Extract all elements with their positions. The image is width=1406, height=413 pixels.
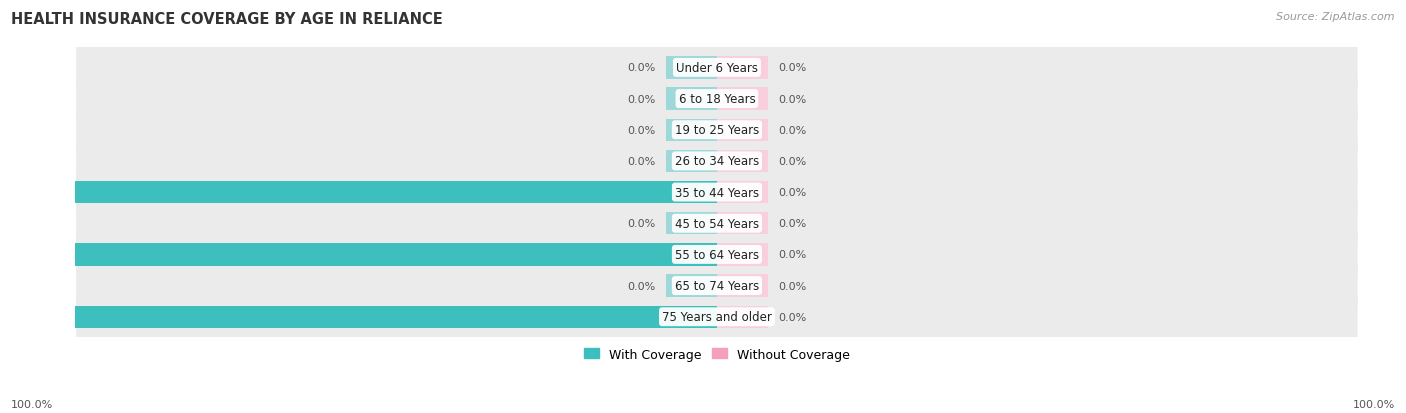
FancyBboxPatch shape: [76, 199, 1358, 249]
Text: 0.0%: 0.0%: [627, 94, 657, 104]
Bar: [717, 244, 768, 266]
FancyBboxPatch shape: [76, 230, 1358, 280]
Bar: [665, 275, 717, 297]
Bar: [717, 275, 768, 297]
Text: 0.0%: 0.0%: [778, 219, 806, 229]
Text: 0.0%: 0.0%: [778, 188, 806, 197]
Text: 100.0%: 100.0%: [20, 250, 65, 260]
FancyBboxPatch shape: [76, 74, 1358, 124]
Text: 26 to 34 Years: 26 to 34 Years: [675, 155, 759, 168]
Bar: [717, 57, 768, 79]
Bar: [665, 57, 717, 79]
Bar: [75, 181, 717, 204]
Bar: [717, 150, 768, 173]
Text: 65 to 74 Years: 65 to 74 Years: [675, 280, 759, 292]
Text: 0.0%: 0.0%: [778, 312, 806, 322]
Text: Under 6 Years: Under 6 Years: [676, 62, 758, 75]
Text: 100.0%: 100.0%: [11, 399, 53, 409]
Bar: [717, 181, 768, 204]
Bar: [717, 306, 768, 328]
FancyBboxPatch shape: [76, 261, 1358, 311]
Text: 0.0%: 0.0%: [778, 250, 806, 260]
Text: 0.0%: 0.0%: [778, 126, 806, 135]
Bar: [665, 88, 717, 111]
Text: HEALTH INSURANCE COVERAGE BY AGE IN RELIANCE: HEALTH INSURANCE COVERAGE BY AGE IN RELI…: [11, 12, 443, 27]
Bar: [717, 213, 768, 235]
Text: 0.0%: 0.0%: [627, 219, 657, 229]
Text: 0.0%: 0.0%: [627, 63, 657, 73]
Text: 0.0%: 0.0%: [778, 281, 806, 291]
Text: 6 to 18 Years: 6 to 18 Years: [679, 93, 755, 106]
FancyBboxPatch shape: [76, 43, 1358, 93]
FancyBboxPatch shape: [76, 168, 1358, 218]
Bar: [665, 150, 717, 173]
Text: 0.0%: 0.0%: [627, 126, 657, 135]
Text: 45 to 54 Years: 45 to 54 Years: [675, 217, 759, 230]
Text: 0.0%: 0.0%: [778, 63, 806, 73]
Legend: With Coverage, Without Coverage: With Coverage, Without Coverage: [579, 343, 855, 366]
Text: 19 to 25 Years: 19 to 25 Years: [675, 124, 759, 137]
Bar: [665, 119, 717, 142]
Text: 35 to 44 Years: 35 to 44 Years: [675, 186, 759, 199]
Text: 75 Years and older: 75 Years and older: [662, 311, 772, 323]
Bar: [75, 244, 717, 266]
Bar: [717, 88, 768, 111]
Text: 0.0%: 0.0%: [627, 157, 657, 166]
Text: 0.0%: 0.0%: [627, 281, 657, 291]
Bar: [75, 306, 717, 328]
Text: 100.0%: 100.0%: [1353, 399, 1395, 409]
Text: Source: ZipAtlas.com: Source: ZipAtlas.com: [1277, 12, 1395, 22]
Text: 100.0%: 100.0%: [20, 312, 65, 322]
Text: 55 to 64 Years: 55 to 64 Years: [675, 248, 759, 261]
Text: 0.0%: 0.0%: [778, 94, 806, 104]
Text: 0.0%: 0.0%: [778, 157, 806, 166]
Bar: [665, 213, 717, 235]
FancyBboxPatch shape: [76, 137, 1358, 186]
Text: 100.0%: 100.0%: [20, 188, 65, 197]
Bar: [717, 119, 768, 142]
FancyBboxPatch shape: [76, 106, 1358, 155]
FancyBboxPatch shape: [76, 292, 1358, 342]
